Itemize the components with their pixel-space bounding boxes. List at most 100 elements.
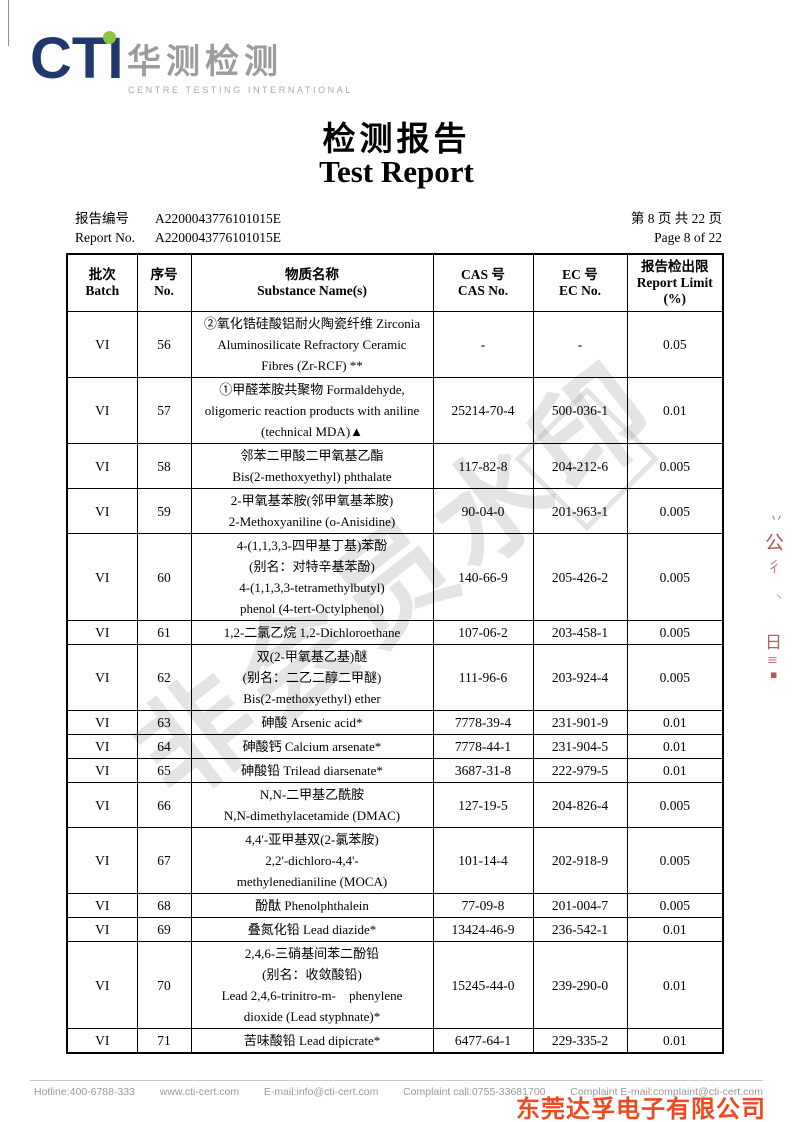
batch-cell: VI <box>66 710 138 735</box>
no-cell: 58 <box>136 443 192 489</box>
header-report-limit-unit: (%) <box>663 291 687 306</box>
cas-cell: 25214-70-4 <box>432 377 534 444</box>
no-cell: 61 <box>136 620 192 645</box>
ec-cell: 231-901-9 <box>532 710 628 735</box>
batch-cell: VI <box>66 893 138 918</box>
batch-cell: VI <box>66 488 138 534</box>
substance-cell: 邻苯二甲酸二甲氧基乙酯 Bis(2-methoxyethyl) phthalate <box>190 443 434 489</box>
header-substance-en: Substance Name(s) <box>257 283 367 298</box>
ec-cell: 203-458-1 <box>532 620 628 645</box>
header-report-limit-en: Report Limit <box>636 275 713 290</box>
batch-cell: VI <box>66 782 138 828</box>
header-ec: EC 号 EC No. <box>532 253 628 312</box>
limit-cell: 0.01 <box>626 734 724 759</box>
substance-name-line: methylenedianiline (MOCA) <box>236 874 388 889</box>
substance-name-line: 2-Methoxyaniline (o-Anisidine) <box>228 514 396 529</box>
report-no-value-2: A2200043776101015E <box>155 230 281 245</box>
cas-cell: 140-66-9 <box>432 533 534 621</box>
header-cas-en: CAS No. <box>457 283 509 298</box>
report-number-row-cn: 报告编号 A2200043776101015E <box>75 209 281 228</box>
substance-name-line: 叠氮化铅 Lead diazide* <box>247 922 377 937</box>
substance-name-line: 双(2-甲氧基乙基)醚 <box>256 649 368 664</box>
ec-cell: 201-004-7 <box>532 893 628 918</box>
substance-cell: 4-(1,1,3,3-四甲基丁基)苯酚 (别名：对特辛基苯酚) 4-(1,1,3,3… <box>190 533 434 621</box>
substance-name-line: Bis(2-methoxyethyl) phthalate <box>232 469 392 484</box>
substance-name-line: dioxide (Lead styphnate)* <box>243 1009 381 1024</box>
table-row: VI 56 ②氧化锆硅酸铝耐火陶瓷纤维 Zirconia Aluminosilicat… <box>66 311 724 378</box>
substance-name-line: 2,2'-dichloro-4,4'- <box>265 853 359 868</box>
table-row: VI 65 砷酸铅 Trilead diarsenate* 3687-31-8 222-… <box>66 758 724 783</box>
header-substance-cn: 物质名称 <box>285 267 339 282</box>
header-batch: 批次 Batch <box>66 253 138 312</box>
batch-cell: VI <box>66 644 138 711</box>
ec-cell: 201-963-1 <box>532 488 628 534</box>
batch-cell: VI <box>66 311 138 378</box>
batch-cell: VI <box>66 917 138 942</box>
stamp-fragment-glyph: 丶 <box>774 593 784 604</box>
substance-name-line: 4-(1,1,3,3-tetramethylbutyl) <box>239 580 385 595</box>
limit-cell: 0.01 <box>626 917 724 942</box>
report-number-block: 报告编号 A2200043776101015E Report No. A2200… <box>75 209 281 247</box>
substance-name-line: 苦味酸铅 Lead dipicrate* <box>243 1033 381 1048</box>
page-number-en: Page 8 of 22 <box>654 230 722 245</box>
limit-cell: 0.01 <box>626 377 724 444</box>
company-watermark-overlay: 东莞达孚电子有限公司 <box>516 1096 766 1122</box>
no-cell: 60 <box>136 533 192 621</box>
ec-cell: 204-826-4 <box>532 782 628 828</box>
cas-cell: 90-04-0 <box>432 488 534 534</box>
table-row: VI 70 2,4,6-三硝基间苯二酚铅 (别名：收敛酸铅) Lead 2,4,6-tr… <box>66 941 724 1029</box>
cas-cell: 3687-31-8 <box>432 758 534 783</box>
substance-name-line: 2-甲氧基苯胺(邻甲氧基苯胺) <box>230 493 394 508</box>
substance-name-line: oligomeric reaction products with anilin… <box>204 403 420 418</box>
substance-name-line: 酚酞 Phenolphthalein <box>255 898 369 913</box>
table-header-row: 批次 Batch 序号 No. 物质名称 Substance Name(s) C… <box>66 253 724 312</box>
limit-cell: 0.01 <box>626 758 724 783</box>
batch-cell: VI <box>66 1028 138 1054</box>
substance-name-line: 4-(1,1,3,3-四甲基丁基)苯酚 <box>236 538 388 553</box>
batch-cell: VI <box>66 758 138 783</box>
substance-cell: 酚酞 Phenolphthalein <box>190 893 434 918</box>
cti-logo-subtitle: CENTRE TESTING INTERNATIONAL <box>128 85 353 95</box>
report-no-label-en: Report No. <box>75 230 135 245</box>
limit-cell: 0.005 <box>626 893 724 918</box>
ec-cell: 205-426-2 <box>532 533 628 621</box>
batch-cell: VI <box>66 533 138 621</box>
cas-cell: 107-06-2 <box>432 620 534 645</box>
substance-name-line: Bis(2-methoxyethyl) ether <box>243 691 381 706</box>
limit-cell: 0.05 <box>626 311 724 378</box>
table-row: VI 64 砷酸钙 Calcium arsenate* 7778-44-1 231-90… <box>66 734 724 759</box>
no-cell: 68 <box>136 893 192 918</box>
substance-table: 批次 Batch 序号 No. 物质名称 Substance Name(s) C… <box>66 253 724 1054</box>
report-title-en: Test Report <box>319 154 474 189</box>
substance-name-line: (别名：收敛酸铅) <box>262 967 362 982</box>
cas-cell: 6477-64-1 <box>432 1028 534 1054</box>
cas-cell: - <box>432 311 534 378</box>
header-batch-en: Batch <box>85 283 120 298</box>
substance-cell: 砷酸铅 Trilead diarsenate* <box>190 758 434 783</box>
report-title-cn: 检测报告 <box>322 122 471 158</box>
page-number-block: 第 8 页 共 22 页 Page 8 of 22 <box>631 209 722 247</box>
cas-cell: 111-96-6 <box>432 644 534 711</box>
substance-name-line: N,N-dimethylacetamide (DMAC) <box>223 808 401 823</box>
no-cell: 67 <box>136 827 192 894</box>
batch-cell: VI <box>66 827 138 894</box>
ec-cell: 229-335-2 <box>532 1028 628 1054</box>
substance-name-line: N,N-二甲基乙酰胺 <box>259 787 365 802</box>
substance-table-body: VI 56 ②氧化锆硅酸铝耐火陶瓷纤维 Zirconia Aluminosilicat… <box>66 311 724 1054</box>
substance-cell: ①甲醛苯胺共聚物 Formaldehyde, oligomeric reactio… <box>190 377 434 444</box>
no-cell: 70 <box>136 941 192 1029</box>
report-no-label-cn: 报告编号 <box>75 211 129 226</box>
header-substance: 物质名称 Substance Name(s) <box>190 253 434 312</box>
no-cell: 65 <box>136 758 192 783</box>
table-row: VI 58 邻苯二甲酸二甲氧基乙酯 Bis(2-methoxyethyl) phtha… <box>66 443 724 489</box>
cas-cell: 7778-44-1 <box>432 734 534 759</box>
cti-logo-chinese: 华测检测 <box>127 43 283 81</box>
limit-cell: 0.01 <box>626 710 724 735</box>
cas-cell: 77-09-8 <box>432 893 534 918</box>
report-no-value-1: A2200043776101015E <box>155 211 281 226</box>
ec-cell: 202-918-9 <box>532 827 628 894</box>
stamp-fragment-glyph: 丷 <box>770 512 784 527</box>
no-cell: 71 <box>136 1028 192 1054</box>
substance-name-line: phenol (4-tert-Octylphenol) <box>239 601 385 616</box>
